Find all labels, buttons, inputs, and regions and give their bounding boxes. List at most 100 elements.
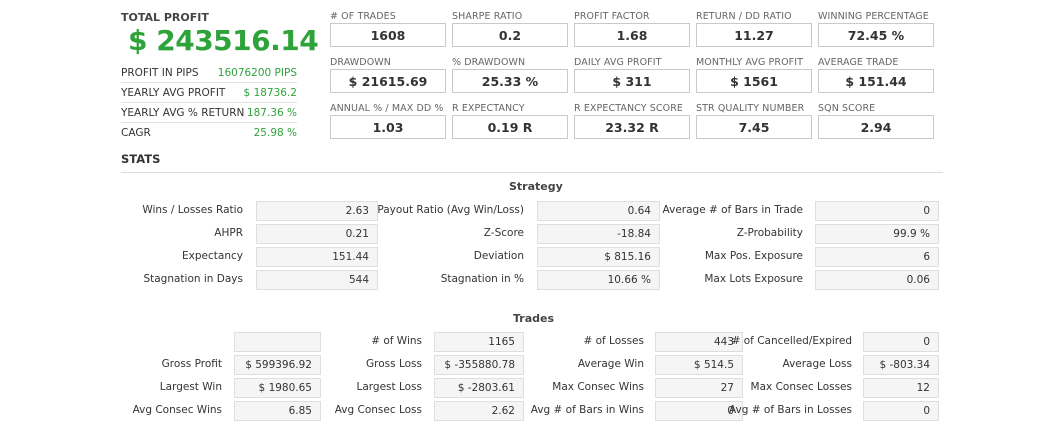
card-value-str-quality: 7.45	[696, 115, 812, 139]
card-label-r-expectancy-score: R EXPECTANCY SCORE	[574, 103, 683, 114]
card-label-average-trade: AVERAGE TRADE	[818, 57, 899, 68]
trades-label: Max Consec Losses	[750, 381, 852, 393]
strategy-value: 6	[815, 247, 939, 267]
trades-label: # of Cancelled/Expired	[731, 335, 852, 347]
trades-label: # of Wins	[371, 335, 422, 347]
strategy-label: Payout Ratio (Avg Win/Loss)	[377, 204, 524, 216]
card-label-r-expectancy: R EXPECTANCY	[452, 103, 525, 114]
card-label-monthly-avg: MONTHLY AVG PROFIT	[696, 57, 804, 68]
card-value-sqn-score: 2.94	[818, 115, 934, 139]
trades-value: 6.85	[234, 401, 321, 421]
strategy-label: Stagnation in Days	[143, 273, 243, 285]
summary-row-cagr: CAGR 25.98 %	[121, 127, 297, 139]
card-value-pct-drawdown: 25.33 %	[452, 69, 568, 93]
divider	[121, 82, 297, 83]
card-value-drawdown: $ 21615.69	[330, 69, 446, 93]
trades-value: 0	[863, 401, 939, 421]
trades-label: # of Losses	[583, 335, 644, 347]
trades-value: $ -2803.61	[434, 378, 524, 398]
strategy-value: 2.63	[256, 201, 378, 221]
trades-value: $ 1980.65	[234, 378, 321, 398]
stats-title: STATS	[121, 152, 161, 166]
strategy-label: Average # of Bars in Trade	[662, 204, 803, 216]
summary-value: $ 18736.2	[243, 87, 297, 99]
card-label-pct-drawdown: % DRAWDOWN	[452, 57, 526, 68]
trades-label: Avg # of Bars in Losses	[728, 404, 852, 416]
trades-label: Largest Win	[159, 381, 222, 393]
strategy-value: -18.84	[537, 224, 660, 244]
summary-label: CAGR	[121, 127, 151, 139]
card-label-return-dd: RETURN / DD RATIO	[696, 11, 792, 22]
strategy-label: Max Lots Exposure	[704, 273, 803, 285]
strategy-label: Wins / Losses Ratio	[142, 204, 243, 216]
stats-divider	[121, 172, 943, 173]
trades-label: Max Consec Wins	[552, 381, 644, 393]
strategy-value: 0	[815, 201, 939, 221]
trades-value: 443	[655, 332, 743, 352]
strategy-value: 0.06	[815, 270, 939, 290]
strategy-value: 99.9 %	[815, 224, 939, 244]
strategy-value: 151.44	[256, 247, 378, 267]
trades-label: Avg # of Bars in Wins	[530, 404, 644, 416]
strategy-value: 10.66 %	[537, 270, 660, 290]
card-value-sharpe: 0.2	[452, 23, 568, 47]
trades-value: 2.62	[434, 401, 524, 421]
summary-label: YEARLY AVG PROFIT	[121, 87, 226, 99]
card-label-str-quality: STR QUALITY NUMBER	[696, 103, 805, 114]
card-value-winning-pct: 72.45 %	[818, 23, 934, 47]
strategy-value: 0.64	[537, 201, 660, 221]
summary-label: YEARLY AVG % RETURN	[121, 107, 245, 119]
trades-value: $ -803.34	[863, 355, 939, 375]
strategy-label: Stagnation in %	[440, 273, 524, 285]
trades-value: 0	[655, 401, 743, 421]
card-label-sharpe: SHARPE RATIO	[452, 11, 523, 22]
card-value-daily-avg: $ 311	[574, 69, 690, 93]
card-label-annual-maxdd: ANNUAL % / MAX DD %	[330, 103, 444, 114]
card-label-drawdown: DRAWDOWN	[330, 57, 391, 68]
trades-value: $ 514.5	[655, 355, 743, 375]
summary-value: 25.98 %	[253, 127, 297, 139]
card-label-winning-pct: WINNING PERCENTAGE	[818, 11, 929, 22]
strategy-value: 0.21	[256, 224, 378, 244]
trades-label: Avg Consec Loss	[334, 404, 422, 416]
strategy-label: Z-Probability	[736, 227, 803, 239]
trades-label: Average Loss	[782, 358, 853, 370]
summary-row-yearly-profit: YEARLY AVG PROFIT $ 18736.2	[121, 87, 297, 99]
card-value-annual-maxdd: 1.03	[330, 115, 446, 139]
strategy-label: Max Pos. Exposure	[704, 250, 803, 262]
summary-value: 187.36 %	[246, 107, 297, 119]
strategy-label: Expectancy	[182, 250, 243, 262]
trades-label: Average Win	[577, 358, 644, 370]
card-value-average-trade: $ 151.44	[818, 69, 934, 93]
summary-value: 16076200 PIPS	[217, 67, 297, 79]
trades-label: Largest Loss	[356, 381, 423, 393]
strategy-label: AHPR	[214, 227, 243, 239]
strategy-label: Deviation	[473, 250, 524, 262]
total-profit-label: TOTAL PROFIT	[121, 11, 209, 24]
trades-value	[234, 332, 321, 352]
trades-value: $ -355880.78	[434, 355, 524, 375]
divider	[121, 102, 297, 103]
card-value-monthly-avg: $ 1561	[696, 69, 812, 93]
total-profit-value: $ 243516.14	[128, 24, 319, 57]
card-label-profit-factor: PROFIT FACTOR	[574, 11, 650, 22]
summary-row-pips: PROFIT IN PIPS 16076200 PIPS	[121, 67, 297, 79]
card-label-trades: # OF TRADES	[330, 11, 396, 22]
trades-value: 27	[655, 378, 743, 398]
trades-label: Gross Loss	[366, 358, 422, 370]
trades-value: 12	[863, 378, 939, 398]
summary-row-yearly-return: YEARLY AVG % RETURN 187.36 %	[121, 107, 297, 119]
trades-label: Avg Consec Wins	[132, 404, 222, 416]
card-value-r-expectancy: 0.19 R	[452, 115, 568, 139]
trades-value: 1165	[434, 332, 524, 352]
card-label-sqn-score: SQN SCORE	[818, 103, 876, 114]
card-label-daily-avg: DAILY AVG PROFIT	[574, 57, 662, 68]
trades-label: Gross Profit	[161, 358, 222, 370]
strategy-value: $ 815.16	[537, 247, 660, 267]
strategy-label: Z-Score	[483, 227, 524, 239]
strategy-title: Strategy	[509, 180, 563, 193]
trades-title: Trades	[513, 312, 555, 325]
divider	[121, 122, 297, 123]
card-value-profit-factor: 1.68	[574, 23, 690, 47]
strategy-value: 544	[256, 270, 378, 290]
